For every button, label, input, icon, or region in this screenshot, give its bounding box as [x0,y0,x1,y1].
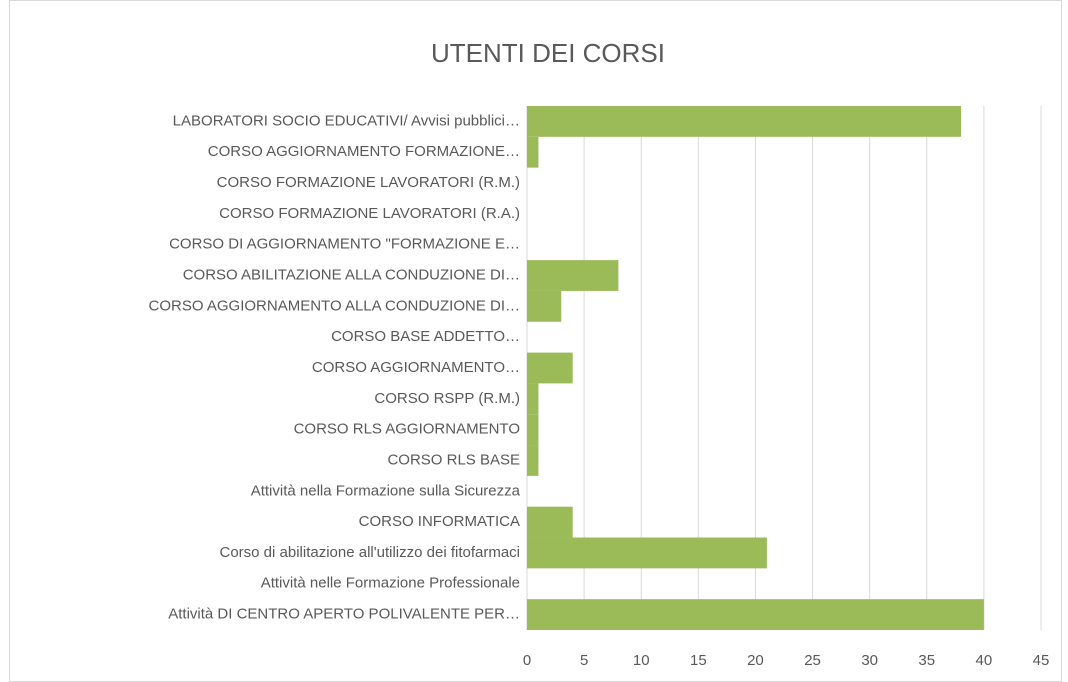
y-tick-label: CORSO AGGIORNAMENTO FORMAZIONE… [208,143,520,160]
bar [527,445,539,476]
x-tick-label: 10 [633,652,650,669]
y-tick-label: CORSO ABILITAZIONE ALLA CONDUZIONE DI… [183,266,520,283]
x-tick-label: 35 [918,652,935,669]
y-tick-label: CORSO FORMAZIONE LAVORATORI (R.A.) [219,205,520,222]
bar [527,414,539,446]
y-tick-label: CORSO INFORMATICA [359,513,520,530]
y-tick-label: LABORATORI SOCIO EDUCATIVI/ Avvisi pubbl… [173,112,520,129]
x-tick-label: 45 [1033,652,1050,669]
y-tick-label: CORSO DI AGGIORNAMENTO "FORMAZIONE E… [169,236,520,253]
bar [527,290,562,322]
x-tick-label: 15 [690,652,707,669]
x-tick-label: 25 [804,652,821,669]
bar [527,599,984,630]
x-tick-label: 0 [523,652,531,669]
bar [527,260,619,291]
y-tick-label: CORSO BASE ADDETTO… [331,328,520,345]
bar [527,506,573,538]
y-tick-label: CORSO RSPP (R.M.) [374,390,520,407]
bar [527,383,539,415]
x-tick-label: 20 [747,652,764,669]
x-tick-label: 30 [861,652,878,669]
x-tick-label: 5 [580,652,588,669]
y-tick-label: CORSO RLS AGGIORNAMENTO [294,421,520,438]
x-tick-label: 40 [976,652,993,669]
y-tick-label: Attività nelle Formazione Professionale [261,575,520,592]
y-tick-label: CORSO RLS BASE [387,451,520,468]
y-tick-label: Attività DI CENTRO APERTO POLIVALENTE PE… [168,606,520,623]
bar [527,106,962,137]
y-tick-label: CORSO AGGIORNAMENTO… [312,359,520,376]
y-tick-label: CORSO FORMAZIONE LAVORATORI (R.M.) [217,174,520,191]
y-tick-label: Attività nella Formazione sulla Sicurezz… [251,482,521,499]
y-tick-label: CORSO AGGIORNAMENTO ALLA CONDUZIONE DI… [149,297,520,314]
y-tick-label: Corso di abilitazione all'utilizzo dei f… [220,544,521,561]
bar [527,352,573,384]
chart-border [9,0,1062,682]
chart-title: UTENTI DEI CORSI [431,38,665,68]
bar [527,136,539,168]
bar [527,537,767,569]
